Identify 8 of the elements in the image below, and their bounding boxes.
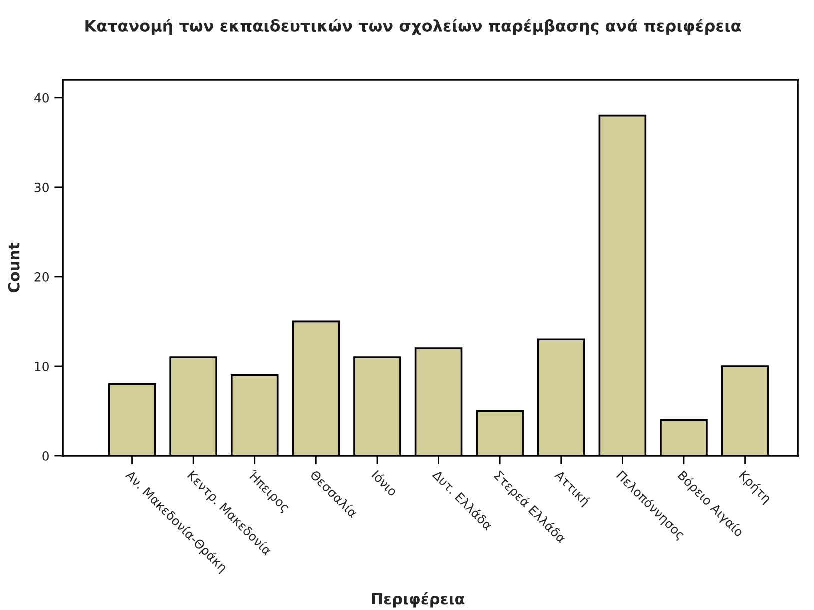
y-tick-label: 30	[34, 182, 49, 192]
y-tick-label: 20	[34, 272, 49, 282]
y-axis-title: Count	[8, 242, 20, 293]
x-axis-title: Περιφέρεια	[372, 592, 465, 608]
chart-title: Κατανομή των εκπαιδευτικών των σχολείων παρέμβασης ανά περιφέρεια	[86, 18, 742, 36]
y-tick-label: 40	[34, 93, 49, 103]
y-tick-label: 10	[35, 362, 49, 372]
y-tick-label: 0	[42, 451, 49, 461]
